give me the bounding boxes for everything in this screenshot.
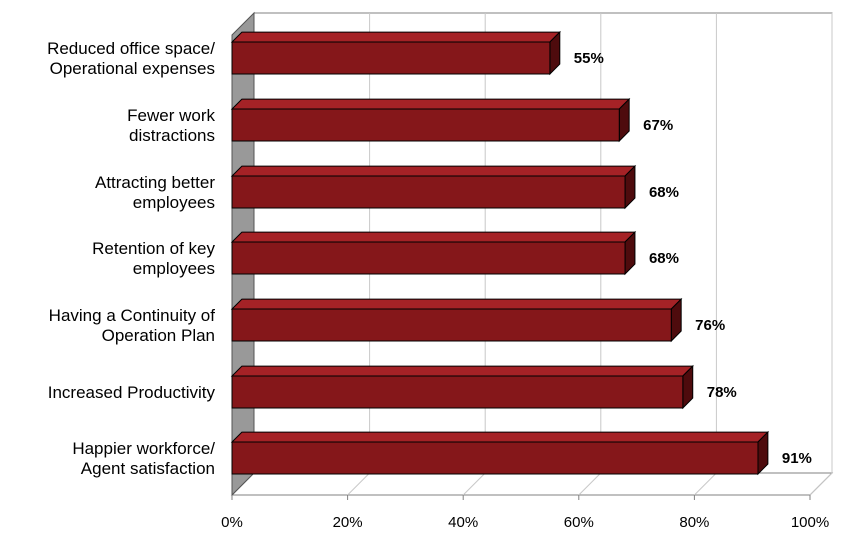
x-tick-label: 0%: [221, 514, 243, 531]
labels: 0% 20% 40% 60% 80% 100% 55% Reduced office spac…: [47, 39, 829, 531]
x-tick-label: 60%: [564, 514, 594, 531]
gridline-floor: [347, 472, 370, 496]
category-label: Fewer work: [127, 106, 215, 125]
bar-front: [231, 241, 626, 275]
gridline-floor: [462, 472, 486, 496]
data-label: 78%: [707, 384, 737, 401]
bar: [230, 430, 770, 476]
gridline-floor: [578, 472, 602, 496]
category-label: Operation Plan: [102, 326, 215, 345]
data-label: 76%: [695, 317, 725, 334]
category-label: Increased Productivity: [48, 383, 216, 402]
x-tick-label: 100%: [791, 514, 829, 531]
bar-front: [231, 175, 626, 209]
category-label: Operational expenses: [50, 59, 215, 78]
bar: [230, 164, 637, 210]
data-label: 67%: [643, 117, 673, 134]
bar-top: [230, 231, 637, 243]
category-label: employees: [133, 259, 215, 278]
bar-front: [231, 108, 620, 142]
category-label: employees: [133, 193, 215, 212]
category-label: Agent satisfaction: [81, 459, 215, 478]
gridline-floor: [809, 472, 833, 496]
bar: [230, 364, 694, 410]
bar: [230, 97, 631, 143]
bar: [230, 30, 562, 76]
bar-front: [231, 308, 672, 342]
bar-top: [230, 298, 683, 310]
category-label: Happier workforce/: [72, 439, 215, 458]
bar: [230, 230, 637, 276]
gridline-floor: [694, 472, 717, 496]
bar-top: [230, 165, 637, 177]
x-tick-label: 20%: [333, 514, 363, 531]
category-label: Attracting better: [95, 173, 215, 192]
bars: [230, 30, 770, 476]
category-label: distractions: [129, 126, 215, 145]
bar: [230, 297, 683, 343]
category-label: Retention of key: [92, 239, 215, 258]
data-label: 68%: [649, 184, 679, 201]
bar-front: [231, 441, 759, 475]
bar-front: [231, 41, 551, 75]
bar-top: [230, 31, 562, 43]
x-tick-label: 40%: [448, 514, 478, 531]
category-label: Having a Continuity of: [49, 306, 216, 325]
bar-top: [230, 431, 770, 443]
floor: [230, 472, 834, 496]
bar-front: [231, 375, 684, 409]
x-tick-label: 80%: [679, 514, 709, 531]
data-label: 68%: [649, 250, 679, 267]
bar-top: [230, 365, 694, 377]
data-label: 55%: [574, 50, 604, 67]
bar-top: [230, 98, 631, 110]
data-label: 91%: [782, 450, 812, 467]
category-label: Reduced office space/: [47, 39, 215, 58]
